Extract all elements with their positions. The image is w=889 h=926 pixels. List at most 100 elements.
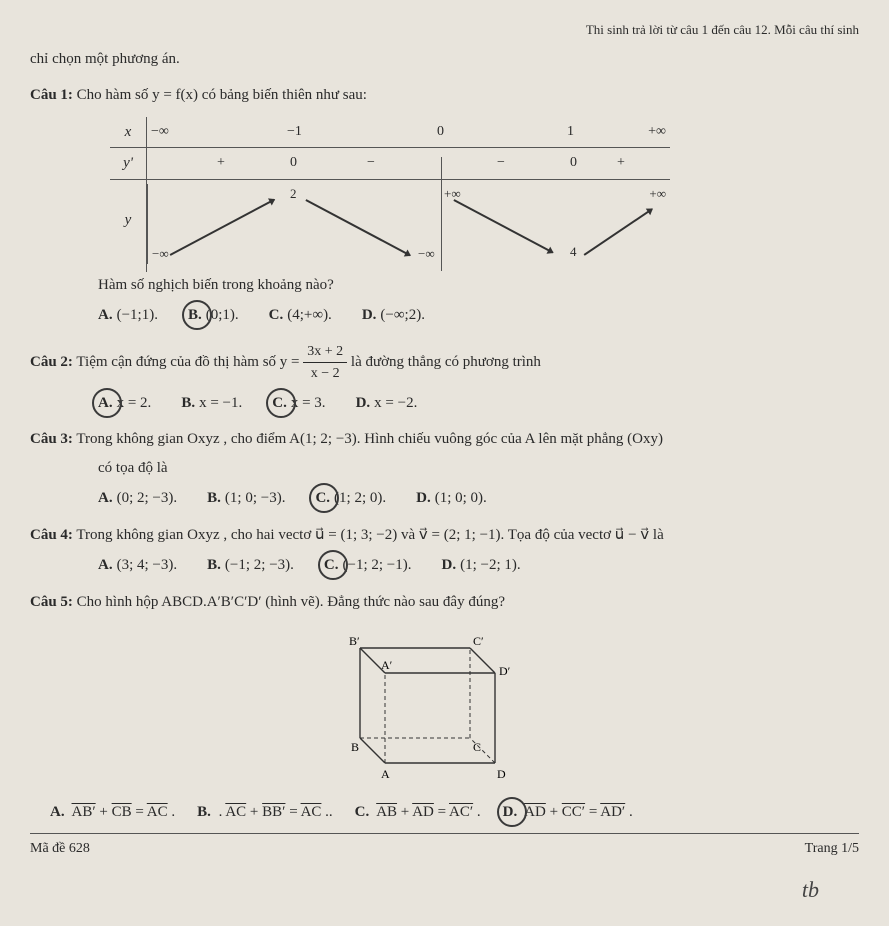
q3-choice-d[interactable]: D.(1; 0; 0). xyxy=(416,487,487,510)
q4-choice-a[interactable]: A.(3; 4; −3). xyxy=(98,554,177,577)
yp-minus2: − xyxy=(497,152,505,173)
arrow-up-1 xyxy=(170,198,275,255)
q5-text: Cho hình hộp ABCD.A′B′C′D′ (hình vẽ). Đẳ… xyxy=(77,594,505,610)
var-yprime-header: y' xyxy=(110,148,147,179)
y-ninf-mid: −∞ xyxy=(418,244,435,264)
q5-choice-c[interactable]: C. AB + AD = AC′ . xyxy=(355,801,481,824)
q5b-p0: AC xyxy=(225,804,246,820)
q5c-p2: AD xyxy=(412,804,434,820)
cube-label-Bp: B′ xyxy=(349,634,360,648)
q5a-p4: AC xyxy=(147,804,168,820)
q3-choice-a-text: (0; 2; −3). xyxy=(117,490,178,506)
header-instruction: chỉ chọn một phương án. xyxy=(30,48,859,71)
question-4: Câu 4: Trong không gian Oxyz , cho hai v… xyxy=(30,524,859,577)
q1-choice-a-text: (−1;1). xyxy=(117,307,158,323)
q1-variation-table: x −∞ −1 0 1 +∞ y' + 0 − − 0 + y xyxy=(110,117,670,268)
q2-label: Câu 2: xyxy=(30,353,73,369)
q1-choices: A.(−1;1). B.(0;1). C.(4;+∞). D.(−∞;2). xyxy=(98,304,859,327)
q5d-p2: CC′ xyxy=(562,804,585,820)
q5d-p4: AD′ xyxy=(600,804,625,820)
q2-choice-b[interactable]: B.x = −1. xyxy=(181,392,242,415)
var-y-header: y xyxy=(110,176,147,272)
x-zero: 0 xyxy=(437,121,444,142)
y-ninf-left: −∞ xyxy=(152,244,169,264)
q1-choice-d[interactable]: D.(−∞;2). xyxy=(362,304,425,327)
q1-choice-d-text: (−∞;2). xyxy=(380,307,425,323)
q2-choice-d[interactable]: D.x = −2. xyxy=(356,392,418,415)
q2-choices: A.x = 2. B.x = −1. C.x = 3. D.x = −2. xyxy=(98,392,859,415)
q5c-p1: + xyxy=(397,804,412,820)
q2-text-after: là đường thẳng có phương trình xyxy=(351,353,541,369)
q4-choice-d[interactable]: D.(1; −2; 1). xyxy=(442,554,521,577)
cube-label-C: C xyxy=(473,740,481,754)
q3-choice-b-text: (1; 0; −3). xyxy=(225,490,286,506)
q5d-p5: . xyxy=(625,804,633,820)
q4-choices: A.(3; 4; −3). B.(−1; 2; −3). C.(−1; 2; −… xyxy=(98,554,859,577)
arrow-down-2 xyxy=(454,199,554,253)
q3-choice-a[interactable]: A.(0; 2; −3). xyxy=(98,487,177,510)
q5-choice-a[interactable]: A. AB′ + CB = AC . xyxy=(50,801,175,824)
q5a-p5: . xyxy=(168,804,176,820)
q5d-p1: + xyxy=(546,804,562,820)
cube-label-Dp: D′ xyxy=(499,664,511,678)
q1-label: Câu 1: xyxy=(30,87,73,103)
q4-choice-b[interactable]: B.(−1; 2; −3). xyxy=(207,554,294,577)
q5a-p3: = xyxy=(132,804,147,820)
q2-fraction: 3x + 2 x − 2 xyxy=(303,341,347,384)
q2-frac-den: x − 2 xyxy=(303,363,347,384)
q4-choice-b-text: (−1; 2; −3). xyxy=(225,557,294,573)
header-partial-line: Thi sinh trả lời từ câu 1 đến câu 12. Mỗ… xyxy=(30,20,859,40)
q5-choice-b[interactable]: B. . AC + BB′ = AC .. xyxy=(197,801,333,824)
q5d-p3: = xyxy=(585,804,600,820)
q4-choice-c[interactable]: C.(−1; 2; −1). xyxy=(324,554,412,577)
cube-label-D: D xyxy=(497,767,506,781)
q2-choice-a[interactable]: A.x = 2. xyxy=(98,392,151,415)
q5c-p5: . xyxy=(473,804,481,820)
question-1: Câu 1: Cho hàm số y = f(x) có bảng biến … xyxy=(30,84,859,327)
q1-choice-c[interactable]: C.(4;+∞). xyxy=(269,304,332,327)
q3-text: Trong không gian Oxyz , cho điểm A(1; 2;… xyxy=(76,431,663,447)
q5-choice-d[interactable]: D. AD + CC′ = AD′ . xyxy=(503,801,633,824)
page-footer: Mã đề 628 Trang 1/5 xyxy=(30,833,859,859)
q3-choice-c[interactable]: C.(1; 2; 0). xyxy=(315,487,386,510)
q2-choice-c-text: x = 3. xyxy=(291,395,326,411)
yp-zero1: 0 xyxy=(290,152,297,173)
q1-choice-b[interactable]: B.(0;1). xyxy=(188,304,239,327)
q5b-p5: .. xyxy=(321,804,332,820)
asymptote-line xyxy=(441,157,442,271)
q2-choice-d-text: x = −2. xyxy=(374,395,417,411)
yp-minus1: − xyxy=(367,152,375,173)
y-two: 2 xyxy=(290,184,297,204)
q5a-p1: + xyxy=(96,804,112,820)
q5a-p0: AB′ xyxy=(72,804,96,820)
q5c-p3: = xyxy=(434,804,449,820)
cube-label-A: A xyxy=(381,767,390,781)
y-pinf-right: +∞ xyxy=(649,184,666,204)
q2-choice-b-text: x = −1. xyxy=(199,395,242,411)
q1-text: Cho hàm số y = f(x) có bảng biến thiên n… xyxy=(77,87,367,103)
q5b-p4: AC xyxy=(301,804,322,820)
q3-subtext: có tọa độ là xyxy=(98,457,859,480)
question-3: Câu 3: Trong không gian Oxyz , cho điểm … xyxy=(30,428,859,510)
cube-label-B: B xyxy=(351,740,359,754)
q5-choices: A. AB′ + CB = AC . B. . AC + BB′ = AC ..… xyxy=(50,801,859,824)
q5b-p3: = xyxy=(285,804,300,820)
q2-choice-c[interactable]: C.x = 3. xyxy=(272,392,325,415)
q3-label: Câu 3: xyxy=(30,431,73,447)
q4-label: Câu 4: xyxy=(30,527,73,543)
x-ninf: −∞ xyxy=(151,121,169,142)
q1-choice-a[interactable]: A.(−1;1). xyxy=(98,304,158,327)
q3-choice-b[interactable]: B.(1; 0; −3). xyxy=(207,487,285,510)
y-four: 4 xyxy=(570,242,577,262)
q1-choice-c-text: (4;+∞). xyxy=(287,307,332,323)
q2-frac-num: 3x + 2 xyxy=(303,341,347,363)
question-5: Câu 5: Cho hình hộp ABCD.A′B′C′D′ (hình … xyxy=(30,591,859,824)
yp-plus1: + xyxy=(217,152,225,173)
q5a-p2: CB xyxy=(112,804,132,820)
q4-text: Trong không gian Oxyz , cho hai vectơ u⃗… xyxy=(76,527,663,543)
cube-svg: A B C D A′ B′ C′ D′ xyxy=(345,623,545,783)
var-x-header: x xyxy=(110,117,147,148)
arrow-up-2 xyxy=(584,208,653,255)
q1-subtext: Hàm số nghịch biến trong khoảng nào? xyxy=(98,274,859,297)
x-pinf: +∞ xyxy=(648,121,666,142)
